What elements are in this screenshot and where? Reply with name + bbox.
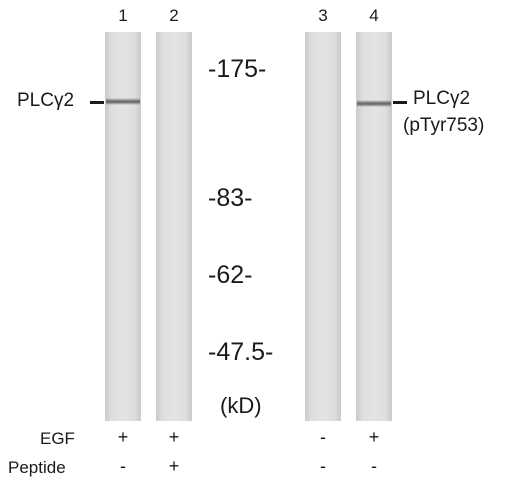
unit-label: (kD) bbox=[220, 393, 262, 418]
peptide-sign-lane-2: + bbox=[168, 456, 180, 476]
egf-row-label: EGF bbox=[40, 429, 75, 448]
lane-number-4: 4 bbox=[369, 6, 379, 25]
blot-lane-1 bbox=[105, 32, 141, 421]
blot-lane-2 bbox=[156, 32, 192, 421]
egf-sign-lane-4: + bbox=[368, 427, 380, 447]
blot-lane-3 bbox=[305, 32, 341, 421]
protein-band bbox=[357, 100, 391, 107]
lane-number-2: 2 bbox=[169, 6, 179, 25]
peptide-row-label: Peptide bbox=[8, 458, 66, 477]
egf-sign-lane-1: + bbox=[117, 427, 129, 447]
marker-62: -62- bbox=[208, 261, 253, 289]
right-band-label: PLCγ2 bbox=[413, 88, 471, 109]
egf-sign-lane-2: + bbox=[168, 427, 180, 447]
marker-83: -83- bbox=[208, 184, 253, 212]
lane-number-3: 3 bbox=[318, 6, 328, 25]
marker-47-5: -47.5- bbox=[208, 338, 274, 366]
peptide-sign-lane-4: - bbox=[371, 456, 377, 476]
blot-lane-4 bbox=[356, 32, 392, 421]
egf-sign-lane-3: - bbox=[320, 427, 326, 447]
right-band-sublabel: (pTyr753) bbox=[403, 115, 485, 136]
left-band-label: PLCγ2 bbox=[17, 90, 75, 111]
peptide-sign-lane-3: - bbox=[320, 456, 326, 476]
marker-175: -175- bbox=[208, 55, 267, 83]
protein-band bbox=[106, 98, 140, 105]
lane-number-1: 1 bbox=[118, 6, 128, 25]
peptide-sign-lane-1: - bbox=[120, 456, 126, 476]
right-band-pointer bbox=[393, 101, 407, 104]
left-band-pointer bbox=[90, 101, 104, 104]
